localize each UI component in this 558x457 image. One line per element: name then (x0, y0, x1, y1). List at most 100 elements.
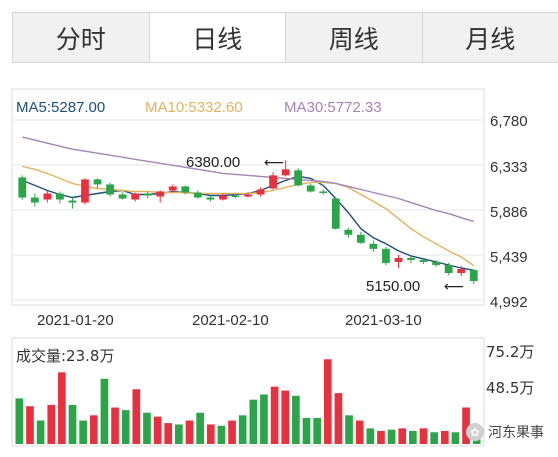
candle (143, 191, 152, 199)
wechat-icon: ✿ (466, 423, 484, 441)
candle-body (419, 259, 428, 262)
candle (382, 246, 390, 265)
candle-body (344, 229, 353, 235)
volume-bar (409, 430, 417, 444)
volume-bar (58, 372, 66, 444)
candle-body (432, 261, 440, 265)
low-annotation-arrow: ⟵ (444, 279, 464, 295)
candle-body (369, 243, 378, 249)
candle (457, 265, 466, 277)
candle-body (281, 169, 290, 176)
candle (469, 268, 478, 285)
candle (281, 160, 290, 177)
candle (294, 168, 303, 187)
volume-bar (387, 429, 396, 444)
candle (131, 192, 140, 202)
tab-intraday[interactable]: 分时 (12, 13, 149, 62)
candle-body (331, 198, 340, 229)
volume-bar (419, 428, 428, 444)
volume-bar (462, 407, 470, 444)
candle (344, 227, 353, 238)
candle (269, 172, 277, 190)
y-tick-6780: 6,780 (490, 113, 528, 130)
x-tick-2021-02-10: 2021-02-10 (192, 312, 269, 329)
candle (30, 193, 39, 207)
candle-body (457, 268, 466, 274)
volume-bar (100, 378, 109, 444)
volume-bar (313, 417, 321, 444)
volume-bar (68, 404, 77, 444)
candle-body (43, 193, 52, 200)
candle (106, 182, 114, 197)
candle-body (394, 257, 403, 262)
candle (407, 255, 415, 263)
volume-bar (377, 430, 385, 444)
candle-body (143, 193, 152, 196)
volume-bar (398, 428, 407, 444)
candle-body (93, 179, 102, 185)
watermark: ✿ 河东果事 (466, 422, 544, 442)
volume-panel-frame (11, 337, 485, 447)
candle (231, 194, 240, 199)
candle-body (118, 194, 127, 199)
volume-bar (345, 415, 353, 444)
volume-bar (153, 416, 162, 444)
candle-body (407, 257, 415, 260)
ma5-line (22, 175, 474, 271)
candle-body (444, 264, 453, 274)
ma10-line (22, 165, 475, 267)
candle-body (306, 185, 315, 192)
candle-body (56, 193, 64, 200)
candle (56, 191, 64, 204)
candle-body (469, 270, 478, 282)
vol-tick-mid: 48.5万 (486, 379, 534, 397)
candle (68, 197, 77, 209)
volume-bar (164, 423, 173, 444)
volume-bar (143, 412, 151, 444)
volume-bar (79, 420, 87, 444)
candle-body (269, 175, 277, 189)
candle-body (181, 186, 190, 193)
candle-body (219, 195, 227, 200)
candle-body (206, 197, 215, 200)
high-annotation-arrow: ⟵ (264, 155, 284, 171)
vol-tick-top: 75.2万 (486, 343, 534, 361)
candle-body (256, 189, 265, 195)
tab-monthly[interactable]: 月线 (421, 13, 558, 62)
volume-bar (323, 359, 332, 444)
volume-bar (217, 425, 226, 444)
candle-body (156, 191, 165, 197)
candle (356, 231, 365, 244)
candle (256, 187, 265, 197)
tab-daily[interactable]: 日线 (148, 13, 285, 62)
x-tick-2021-01-20: 2021-01-20 (37, 312, 114, 329)
candle-body (382, 248, 390, 263)
volume-bar (206, 424, 215, 444)
volume-bar (355, 420, 364, 444)
y-tick-4992: 4,992 (490, 294, 528, 311)
volume-bar (270, 386, 279, 444)
ma30-legend: MA30:5772.33 (284, 99, 382, 116)
candle-body (30, 197, 39, 203)
ma30-line (22, 136, 474, 223)
price-panel-frame (11, 88, 485, 306)
volume-bar (185, 420, 194, 444)
volume-bars (15, 359, 481, 444)
candle-body (193, 192, 202, 198)
candle-body (81, 179, 89, 203)
candle-body (356, 234, 365, 243)
candlesticks (18, 160, 478, 285)
candle (306, 183, 315, 193)
volume-bar (26, 406, 34, 444)
x-tick-2021-03-10: 2021-03-10 (345, 312, 422, 329)
moving-average-lines (22, 136, 475, 271)
volume-bar (228, 420, 236, 444)
volume-bar (36, 420, 45, 444)
volume-bar (430, 432, 438, 444)
watermark-text: 河东果事 (488, 425, 544, 441)
tab-weekly[interactable]: 周线 (285, 13, 422, 62)
candle (156, 190, 165, 203)
volume-bar (238, 415, 247, 444)
candle (331, 197, 340, 230)
